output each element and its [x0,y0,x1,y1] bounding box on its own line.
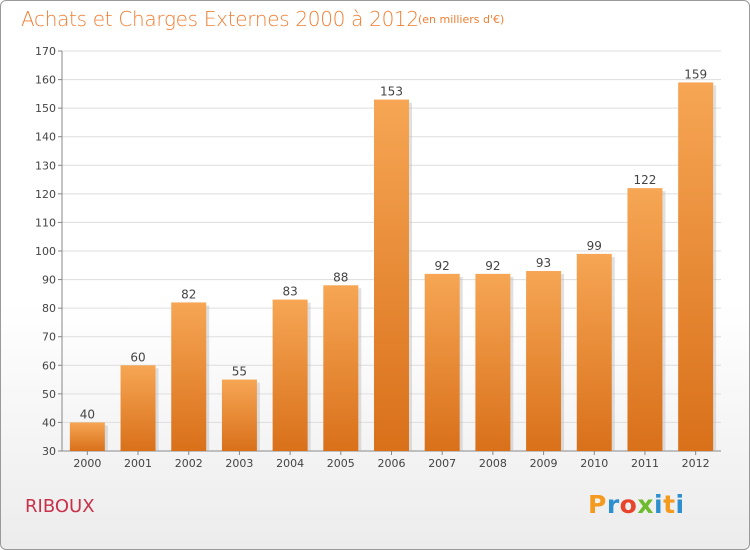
bar [323,285,359,451]
logo-letter: t [663,490,676,519]
x-tick-label: 2006 [378,457,406,470]
data-label: 92 [485,259,500,273]
y-tick-label: 140 [35,131,56,144]
y-tick-label: 80 [42,302,56,315]
data-label: 159 [684,67,707,81]
x-tick-label: 2005 [327,457,355,470]
data-label: 92 [435,259,450,273]
logo-letter: o [619,490,638,519]
y-tick-label: 60 [42,359,56,372]
logo-letter: r [606,490,620,519]
proxiti-logo: Proxiti [588,490,685,519]
data-label: 82 [181,287,196,301]
logo-letter: P [588,490,607,519]
chart-title: Achats et Charges Externes 2000 à 2012 [21,7,419,31]
bars [69,82,717,452]
x-tick-label: 2007 [428,457,456,470]
y-tick-label: 30 [42,445,56,458]
x-tick-label: 2001 [124,457,152,470]
y-tick-label: 100 [35,245,56,258]
bar [171,302,207,451]
logo-letter: x [637,490,654,519]
x-tick-label: 2008 [479,457,507,470]
x-tick-label: 2010 [580,457,608,470]
bar [69,422,105,451]
data-label: 40 [80,407,95,421]
commune-name: RIBOUX [25,496,95,517]
bar [678,82,714,451]
data-label: 122 [634,173,657,187]
logo-letter: i [675,490,685,519]
bar [221,379,257,451]
data-label: 88 [333,270,348,284]
bar [576,253,612,451]
y-tick-label: 170 [35,45,56,58]
data-label: 83 [282,285,297,299]
x-tick-label: 2009 [530,457,558,470]
data-labels: 40 60 82 55 83 88 153 92 92 93 99 122 159 [80,67,707,421]
x-tick-label: 2003 [225,457,253,470]
y-tick-label: 110 [35,216,56,229]
bar [475,273,511,451]
y-tick-label: 150 [35,102,56,115]
x-tick-label: 2000 [73,457,101,470]
data-label: 99 [587,239,602,253]
y-tick-label: 160 [35,74,56,87]
x-tick-label: 2002 [175,457,203,470]
y-tick-label: 70 [42,331,56,344]
data-label: 55 [232,365,247,379]
x-tick-label: 2011 [631,457,659,470]
data-label: 60 [130,350,145,364]
x-tick-label: 2004 [276,457,304,470]
x-tick-label: 2012 [682,457,710,470]
logo-letter: i [654,490,664,519]
bar [424,273,460,451]
y-tick-label: 130 [35,159,56,172]
bar [526,271,562,451]
y-tick-label: 90 [42,274,56,287]
chart-unit-subtitle: (en milliers d'€) [418,13,505,26]
y-tick-label: 120 [35,188,56,201]
bar [374,99,409,452]
bar [627,188,663,451]
y-tick-label: 40 [42,416,56,429]
bar [272,299,308,451]
data-label: 153 [380,85,403,99]
y-tick-label: 50 [42,388,56,401]
bar [120,365,156,451]
data-label: 93 [536,256,551,270]
